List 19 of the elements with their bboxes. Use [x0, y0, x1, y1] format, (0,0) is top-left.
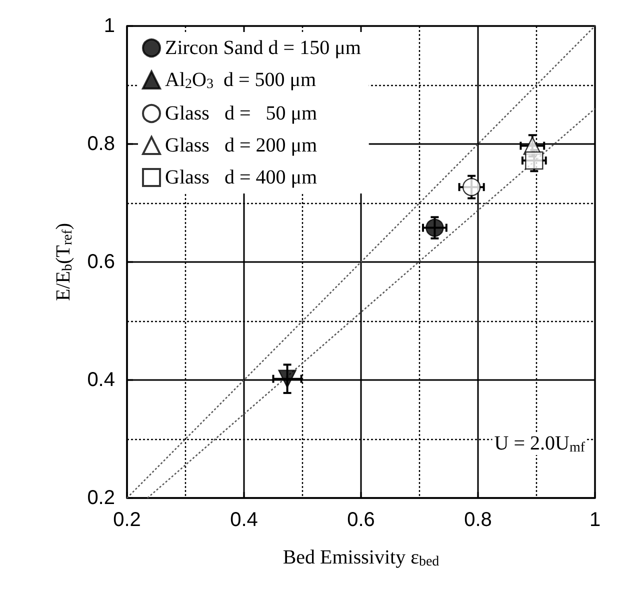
- x-tick-label: 0.8: [464, 509, 492, 531]
- legend-label: Glass d = 400 μm: [165, 166, 318, 188]
- legend-label: Glass d = 50 μm: [165, 102, 318, 124]
- y-tick-label: 0.2: [87, 487, 115, 509]
- y-tick-label: 0.6: [87, 251, 115, 273]
- legend-label: Zircon Sand d = 150 μm: [165, 37, 362, 59]
- point: [278, 370, 296, 388]
- y-tick-label: 0.8: [87, 133, 115, 155]
- x-tick-label: 0.6: [347, 509, 375, 531]
- point: [426, 218, 444, 237]
- x-tick-label: 0.2: [113, 509, 141, 531]
- y-axis-title: E/Eb(Tref): [52, 222, 76, 302]
- legend-label: Glass d = 200 μm: [165, 134, 318, 156]
- point: [525, 151, 544, 170]
- x-tick-label: 0.4: [230, 509, 258, 531]
- x-tick-label: 1: [589, 509, 601, 531]
- point: [462, 178, 481, 196]
- y-tick-label: 1: [104, 15, 115, 37]
- y-tick-label: 0.4: [87, 369, 115, 391]
